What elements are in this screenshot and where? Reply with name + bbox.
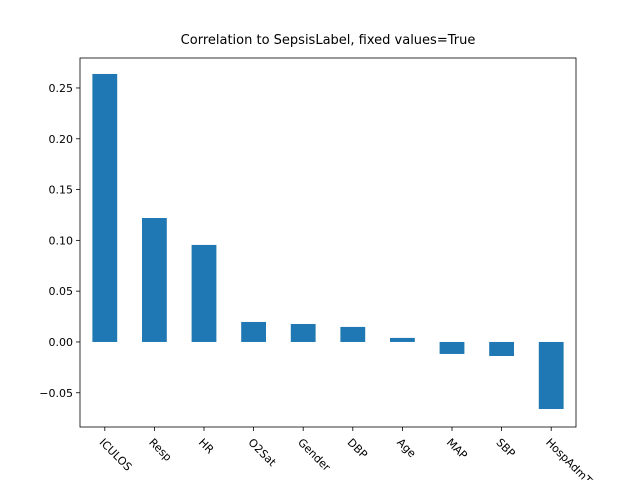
y-tick-label: 0.10 [49,234,74,247]
bar [489,341,514,356]
bar [538,341,564,410]
bar [390,337,415,342]
bar [439,341,465,354]
y-tick-label: 0.15 [49,184,74,197]
y-tick-label: 0.00 [49,336,74,349]
chart-title: Correlation to SepsisLabel, fixed values… [181,33,476,48]
bar [191,244,217,342]
y-tick-label: 0.05 [49,285,74,298]
y-tick-label: 0.25 [49,82,74,95]
bar [290,323,316,342]
bar [340,326,366,342]
bar [241,321,266,342]
y-tick-label: −0.05 [39,387,73,400]
plot-frame [79,57,577,428]
y-tick-label: 0.20 [49,133,74,146]
bar [142,218,167,342]
bar [92,73,118,342]
